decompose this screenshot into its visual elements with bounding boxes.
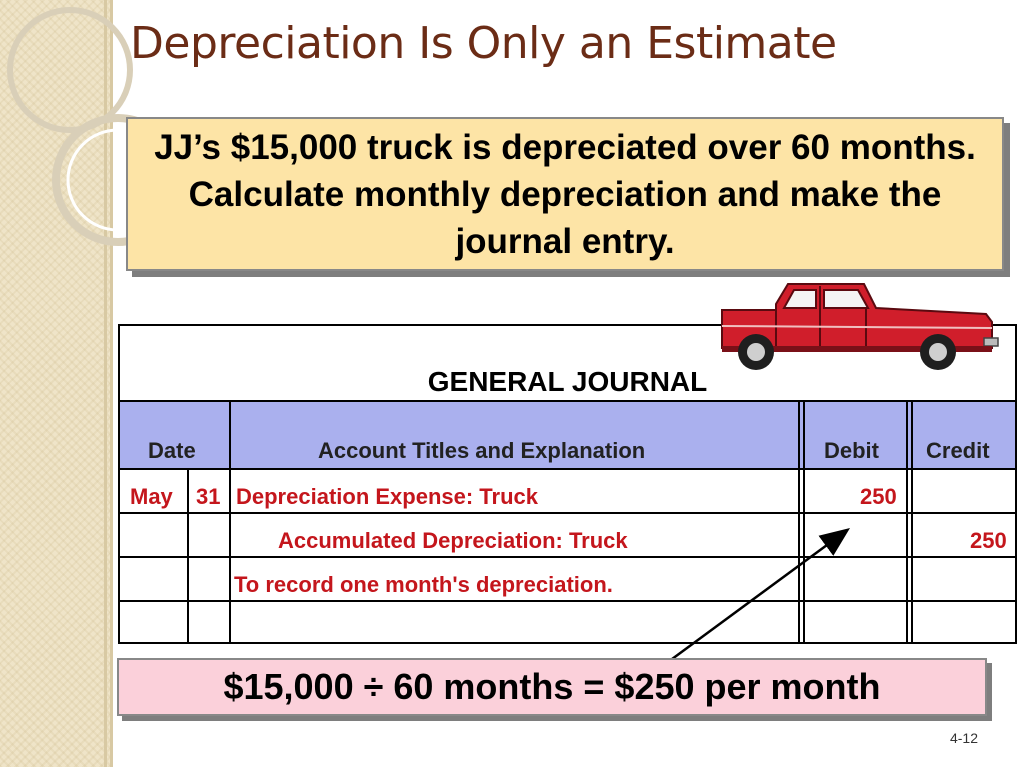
- problem-statement-box: JJ’s $15,000 truck is depreciated over 6…: [126, 117, 1004, 271]
- entry-account-debit: Depreciation Expense: Truck: [236, 484, 538, 509]
- entry-credit-amount: 250: [970, 528, 1007, 553]
- page-number: 4-12: [949, 730, 978, 746]
- entry-month: May: [130, 484, 173, 509]
- decorative-rings: [7, 7, 160, 246]
- entry-account-credit: Accumulated Depreciation: Truck: [278, 528, 628, 553]
- column-divider: [187, 468, 189, 642]
- general-journal-table: GENERAL JOURNAL Date Account Titles and …: [118, 324, 1017, 644]
- header-debit: Debit: [824, 438, 879, 463]
- formula-box: $15,000 ÷ 60 months = $250 per month: [117, 658, 987, 716]
- column-divider: [803, 400, 805, 642]
- entry-debit-amount: 250: [860, 484, 897, 509]
- column-divider: [911, 400, 913, 642]
- column-divider: [906, 400, 908, 642]
- header-account: Account Titles and Explanation: [318, 438, 646, 463]
- formula-text: $15,000 ÷ 60 months = $250 per month: [223, 666, 881, 707]
- header-date: Date: [148, 438, 196, 463]
- band-divider: [104, 0, 107, 767]
- journal-header-row: Date Account Titles and Explanation Debi…: [120, 400, 1015, 470]
- band-divider: [110, 0, 113, 767]
- entry-day: 31: [196, 484, 221, 509]
- journal-title: GENERAL JOURNAL: [427, 366, 708, 397]
- truck-illustration: [721, 283, 999, 370]
- row-divider: [120, 556, 1015, 558]
- problem-statement-text: JJ’s $15,000 truck is depreciated over 6…: [154, 127, 976, 261]
- header-credit: Credit: [926, 438, 990, 463]
- row-divider: [120, 512, 1015, 514]
- row-divider: [120, 600, 1015, 602]
- slide-title: Depreciation Is Only an Estimate: [130, 18, 837, 69]
- entry-explanation: To record one month's depreciation.: [234, 572, 613, 597]
- column-divider: [798, 400, 800, 642]
- column-divider: [229, 400, 231, 642]
